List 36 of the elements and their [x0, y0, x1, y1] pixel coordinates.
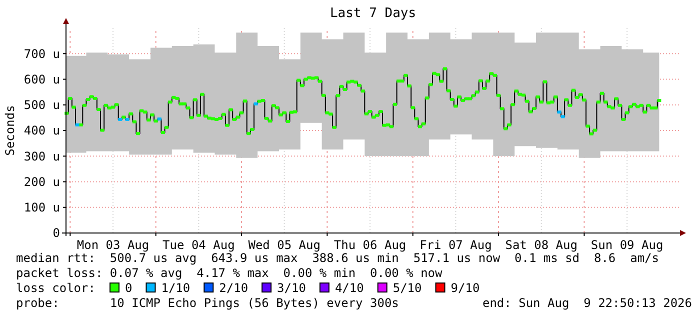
y-tick-label: 100 u — [24, 200, 60, 215]
x-tick-label: Mon 03 Aug — [76, 238, 150, 252]
x-tick-label: Wed 05 Aug — [248, 238, 320, 252]
legend-title: loss color: — [16, 281, 96, 295]
y-tick-label: 400 u — [24, 124, 60, 138]
point — [118, 118, 122, 121]
text: median rtt: 500.7 us avg 643.9 us max 388.6 us min 517.1 us now 0.1 ms sd 8.6 am/s — [16, 251, 659, 265]
y-axis-title: Seconds — [3, 105, 17, 156]
legend-label: 2/10 — [219, 281, 248, 295]
x-tick-label: Fri 07 Aug — [420, 238, 492, 252]
x-tick-label: Sat 08 Aug — [505, 238, 578, 252]
point — [560, 115, 565, 118]
point — [254, 102, 258, 106]
y-tick-label: 500 u — [24, 98, 60, 112]
y-tick-label: 0 — [52, 226, 60, 240]
y-tick-label: 300 u — [24, 149, 60, 164]
chart-title: Last 7 Days — [330, 6, 416, 21]
legend-label: 9/10 — [450, 281, 480, 295]
legend-label: 4/10 — [334, 281, 364, 295]
legend-label: 3/10 — [277, 281, 306, 295]
point — [125, 118, 130, 121]
x-tick-label: Thu 06 Aug — [334, 238, 406, 252]
text: probe: 10 ICMP Echo Pings (56 Bytes) every 300s — [16, 296, 399, 310]
point — [157, 117, 162, 120]
y-tick-label: 700 u — [24, 46, 60, 61]
point — [557, 110, 562, 114]
legend-label: 0 — [125, 281, 132, 295]
x-tick-label: Sun 09 Aug — [590, 238, 664, 252]
x-tick-label: Tue 04 Aug — [162, 238, 235, 252]
text: packet loss: 0.07 % avg 4.17 % max 0.00 % min 0.00 % now — [16, 266, 444, 280]
point — [75, 123, 80, 126]
legend-label: 1/10 — [161, 281, 190, 295]
legend-label: 5/10 — [392, 281, 422, 295]
text: end: Sun Aug 9 22:50:13 2026 — [482, 296, 692, 310]
y-tick-label: 600 u — [24, 72, 60, 86]
y-tick-label: 200 u — [24, 174, 60, 189]
